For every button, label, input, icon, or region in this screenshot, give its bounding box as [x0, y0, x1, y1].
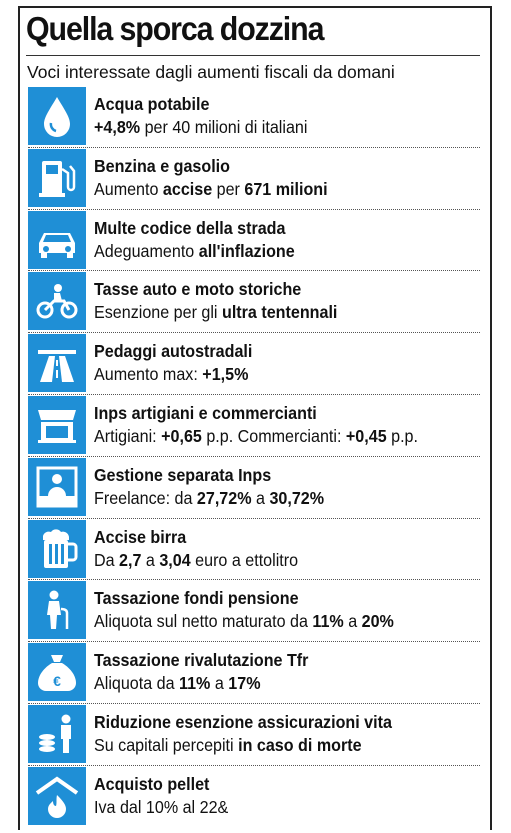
item-title: Benzina e gasolio — [94, 155, 230, 176]
detail-highlight: in caso di morte — [238, 734, 362, 755]
subtitle: Voci interessate dagli aumenti fiscali d… — [27, 62, 395, 82]
detail-text: Aumento — [94, 178, 163, 199]
detail-highlight: 30,72% — [269, 487, 325, 508]
person-with-coins-icon — [28, 704, 86, 763]
highway-icon — [28, 334, 86, 393]
detail-highlight: 3,04 — [159, 549, 191, 570]
detail-highlight: 11% — [312, 611, 344, 632]
item-detail: Su capitali percepiti in caso di morte — [94, 735, 362, 756]
list-item: Pedaggi autostradali Aumento max: +1,5% — [28, 333, 480, 395]
svg-text:€: € — [53, 673, 61, 689]
item-detail: Artigiani: +0,65 p.p. Commercianti: +0,4… — [94, 426, 418, 447]
item-detail: Esenzione per gli ultra tentennali — [94, 302, 337, 323]
detail-highlight: 17% — [228, 673, 261, 694]
detail-text: a — [210, 673, 229, 694]
detail-text: a — [251, 487, 270, 508]
list-item: Tasse auto e moto storiche Esenzione per … — [28, 271, 480, 334]
shop-icon — [28, 395, 86, 454]
item-title: Multe codice della strada — [94, 217, 286, 238]
item-title: Acqua potabile — [94, 94, 210, 114]
item-title: Pedaggi autostradali — [94, 341, 253, 362]
detail-highlight: 2,7 — [119, 549, 142, 570]
list-item: Gestione separata Inps Freelance: da 27,7… — [28, 457, 480, 519]
item-detail: Da 2,7 a 3,04 euro a ettolitro — [94, 550, 298, 571]
detail-text: per — [212, 178, 245, 199]
fuel-pump-icon — [28, 148, 86, 207]
elderly-person-icon — [28, 581, 86, 640]
detail-highlight: 27,72% — [196, 487, 252, 508]
item-title: Inps artigiani e commercianti — [94, 402, 317, 423]
detail-text: Su capitali percepiti — [94, 734, 239, 755]
infographic-frame — [18, 6, 492, 830]
water-drop-icon — [28, 87, 86, 145]
detail-text: Freelance: da — [94, 487, 197, 508]
list-item: Multe codice della strada Adeguamento all… — [28, 210, 480, 272]
item-title: Acquisto pellet — [94, 773, 210, 794]
page-title: Quella sporca dozzina — [26, 10, 324, 47]
detail-highlight: +4,8% — [94, 117, 141, 137]
item-title: Accise birra — [94, 526, 187, 547]
detail-text: Aliquota sul netto maturato da — [94, 611, 313, 632]
detail-text: Aliquota da — [94, 673, 180, 694]
item-detail: Aliquota sul netto maturato da 11% a 20% — [94, 611, 394, 632]
item-detail: Aliquota da 11% a 17% — [94, 673, 261, 694]
motorcycle-icon — [28, 272, 86, 331]
list-item: Tassazione fondi pensione Aliquota sul ne… — [28, 580, 480, 643]
item-title: Gestione separata Inps — [94, 464, 272, 485]
detail-text: p.p. — [386, 425, 418, 446]
list-item: Accise birra Da 2,7 a 3,04 euro a ettolit… — [28, 519, 480, 581]
detail-highlight: 671 milioni — [244, 178, 328, 199]
detail-text: per 40 milioni di italiani — [140, 117, 308, 137]
detail-text: p.p. Commercianti: — [201, 425, 346, 446]
detail-text: euro a ettolitro — [190, 549, 299, 570]
detail-highlight: ultra tentennali — [221, 302, 338, 323]
detail-highlight: 11% — [179, 673, 211, 694]
detail-text: a — [141, 549, 160, 570]
detail-text: a — [343, 611, 362, 632]
detail-text: Aumento max: — [94, 364, 203, 385]
detail-text: Adeguamento — [94, 240, 199, 261]
worker-at-desk-icon — [28, 457, 86, 516]
item-detail: Aumento accise per 671 milioni — [94, 179, 328, 200]
list-item: Acquisto pellet Iva dal 10% al 22& — [28, 766, 480, 828]
detail-highlight: +0,45 — [345, 425, 387, 446]
detail-highlight: +0,65 — [161, 425, 202, 446]
detail-text: Artigiani: — [94, 425, 162, 446]
flame-under-roof-icon — [28, 766, 86, 825]
item-detail: Aumento max: +1,5% — [94, 364, 248, 385]
item-title: Tasse auto e moto storiche — [94, 279, 302, 300]
list-item: Riduzione esenzione assicurazioni vita Su… — [28, 704, 480, 766]
list-item: Acqua potabile +4,8% per 40 milioni di it… — [28, 86, 480, 148]
detail-text: Iva dal 10% al 22& — [94, 796, 229, 817]
list-item: Inps artigiani e commercianti Artigiani: … — [28, 395, 480, 457]
tax-increase-list: Acqua potabile +4,8% per 40 milioni di it… — [28, 86, 480, 828]
item-title: Tassazione fondi pensione — [94, 588, 299, 609]
list-item: € Tassazione rivalutazione Tfr Aliquota da… — [28, 642, 480, 704]
detail-text: Da — [94, 549, 120, 570]
item-detail: Iva dal 10% al 22& — [94, 797, 228, 818]
car-icon — [28, 210, 86, 269]
detail-highlight: 20% — [361, 611, 394, 632]
item-detail: Adeguamento all'inflazione — [94, 241, 295, 262]
detail-highlight: +1,5% — [202, 364, 249, 385]
title-divider — [26, 55, 480, 56]
detail-highlight: all'inflazione — [198, 240, 295, 261]
item-detail: +4,8% per 40 milioni di italiani — [94, 117, 307, 138]
detail-text: Esenzione per gli — [94, 302, 222, 323]
item-title: Tassazione rivalutazione Tfr — [94, 650, 309, 671]
detail-highlight: accise — [162, 178, 213, 199]
list-item: Benzina e gasolio Aumento accise per 671 … — [28, 148, 480, 210]
euro-money-bag-icon: € — [28, 643, 86, 702]
item-detail: Freelance: da 27,72% a 30,72% — [94, 488, 324, 509]
item-title: Riduzione esenzione assicurazioni vita — [94, 711, 392, 732]
beer-mug-icon — [28, 519, 86, 578]
